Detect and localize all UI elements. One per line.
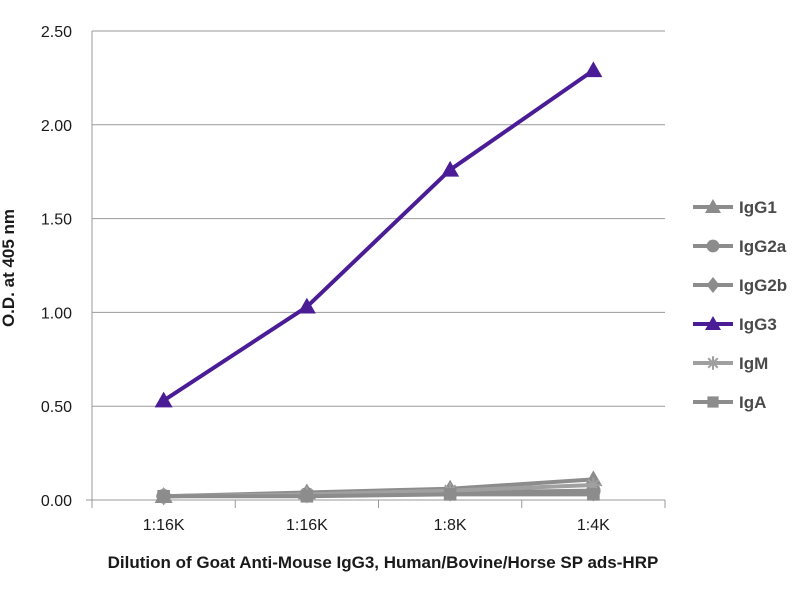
y-tick-label: 2.50: [41, 24, 72, 41]
y-tick-label: 1.50: [41, 212, 72, 229]
legend-label: IgG2a: [739, 237, 787, 256]
series-igg3: [154, 61, 603, 408]
data-point-iga: [157, 489, 170, 503]
gridlines: [92, 30, 665, 407]
legend-item-igg3: IgG3: [693, 315, 777, 334]
data-point-igg3: [297, 297, 316, 314]
legend-marker: [705, 199, 721, 213]
tick-labels: 0.00 0.50 1.00 1.50 2.00 2.50 1:16K 1:16K 1:8K 1:…: [41, 24, 610, 534]
y-axis-title: O.D. at 405 nm: [0, 209, 18, 327]
series-iga: [157, 488, 600, 503]
legend-marker: [707, 396, 719, 408]
legend-label: IgA: [739, 393, 766, 412]
x-tick-label: 1:4K: [577, 517, 610, 534]
legend-item-igg1: IgG1: [693, 198, 777, 217]
data-point-iga: [300, 489, 314, 503]
legend-marker: [706, 356, 720, 370]
legend: IgG1 IgG2a IgG2b IgG3 IgM IgA: [693, 198, 787, 412]
legend-label: IgG3: [739, 315, 777, 334]
data-point-igg3: [154, 391, 173, 408]
series-lines: [154, 61, 603, 506]
x-tick-label: 1:16K: [143, 517, 185, 534]
series-line-iga: [161, 492, 596, 499]
series-line-igg3: [161, 68, 596, 403]
legend-item-igg2b: IgG2b: [693, 276, 787, 295]
x-tick-label: 1:8K: [434, 517, 467, 534]
data-point-igg3: [441, 160, 460, 177]
legend-marker: [706, 277, 720, 293]
axes: [86, 31, 666, 508]
x-tick-label: 1:16K: [286, 517, 328, 534]
legend-label: IgG1: [739, 198, 777, 217]
legend-label: IgG2b: [739, 276, 787, 295]
star-stroke: [707, 357, 719, 369]
y-tick-label: 0.50: [41, 399, 72, 416]
data-point-igg3: [584, 61, 603, 78]
data-point-iga: [587, 488, 600, 501]
data-point-iga: [443, 488, 457, 501]
y-tick-label: 2.00: [41, 118, 72, 135]
legend-marker: [705, 316, 721, 330]
x-axis-title: Dilution of Goat Anti-Mouse IgG3, Human/…: [108, 553, 659, 572]
legend-item-igm: IgM: [693, 354, 768, 373]
y-tick-label: 0.00: [41, 493, 72, 510]
legend-item-iga: IgA: [693, 393, 766, 412]
legend-marker: [706, 239, 720, 253]
y-tick-label: 1.00: [41, 305, 72, 322]
legend-item-igg2a: IgG2a: [693, 237, 787, 256]
legend-label: IgM: [739, 354, 768, 373]
